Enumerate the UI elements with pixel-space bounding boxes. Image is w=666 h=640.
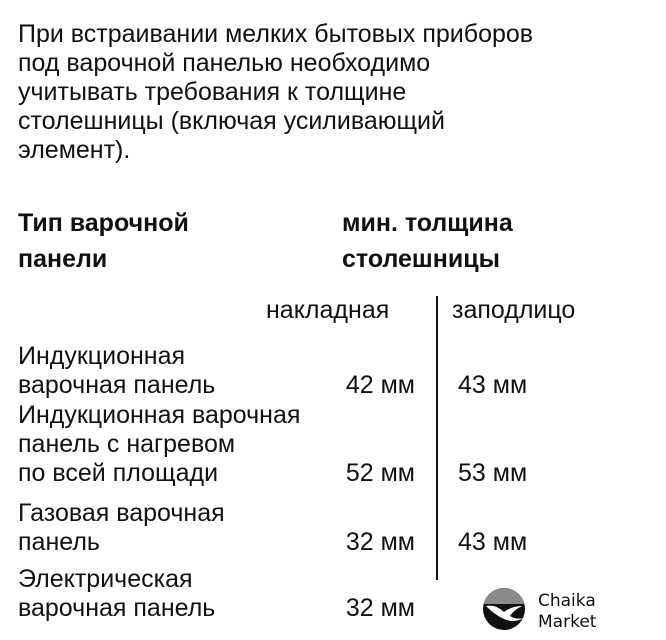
- intro-line: столешницы (включая усиливающий: [18, 107, 445, 135]
- svg-text:Chaika: Chaika: [538, 591, 596, 611]
- row-name: Индукционная варочная панель с нагревом по…: [18, 401, 301, 487]
- row-name: Газовая варочная панель: [18, 499, 225, 556]
- row-flush: 53 мм: [458, 459, 528, 487]
- column-divider: [436, 296, 438, 580]
- heading-thickness: мин. толщина столешницы: [342, 209, 513, 273]
- row-overlay: 42 мм: [345, 371, 415, 399]
- row-name: Электрическая варочная панель: [18, 565, 216, 622]
- row-overlay: 52 мм: [345, 459, 415, 487]
- seagull-icon: Chaika Market: [483, 588, 597, 632]
- intro-line: При встраивании мелких бытовых приборов: [18, 20, 534, 48]
- heading-type: Тип варочной панели: [18, 209, 189, 273]
- row-name: Индукционная варочная панель: [18, 342, 216, 399]
- intro-line: элемент).: [18, 136, 131, 164]
- intro-line: под варочной панелью необходимо: [18, 49, 431, 77]
- chaika-market-logo: Chaika Market: [482, 584, 666, 634]
- row-flush: 43 мм: [458, 371, 528, 399]
- intro-paragraph: При встраивании мелких бытовых приборов …: [18, 20, 533, 165]
- intro-line: учитывать требования к толщине: [18, 78, 407, 106]
- row-flush: 43 мм: [458, 528, 528, 556]
- row-overlay: 32 мм: [345, 594, 415, 622]
- column-flush: заподлицо: [452, 296, 576, 324]
- row-overlay: 32 мм: [345, 528, 415, 556]
- column-overlay: накладная: [266, 296, 390, 324]
- svg-text:Market: Market: [538, 612, 597, 632]
